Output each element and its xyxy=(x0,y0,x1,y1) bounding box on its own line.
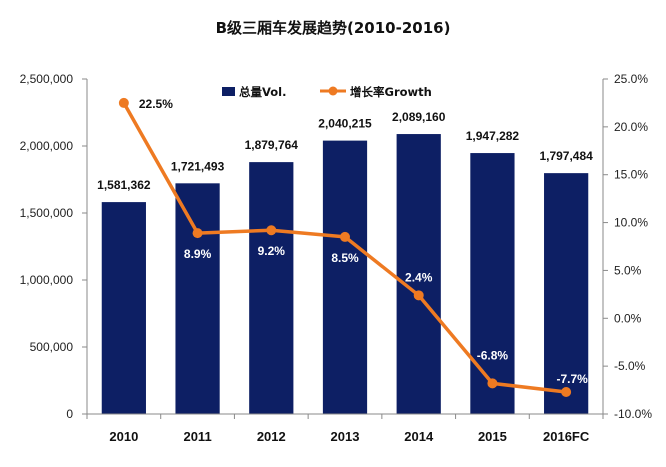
bar-value-label: 2,040,215 xyxy=(318,117,372,131)
growth-value-label: 22.5% xyxy=(139,97,173,111)
labels-layer: 1,581,362 1,721,493 1,879,764 2,040,215 2,08… xyxy=(97,97,593,386)
x-tick-label-2013: 2013 xyxy=(331,429,360,444)
growth-value-label: -7.7% xyxy=(556,372,588,386)
growth-value-label: 9.2% xyxy=(258,244,286,258)
bar-2011 xyxy=(175,183,220,414)
growth-value-label: 2.4% xyxy=(405,270,433,284)
bar-2015 xyxy=(470,153,515,414)
growth-point-2016FC xyxy=(561,386,572,397)
right-tick-label: -5.0% xyxy=(614,359,646,373)
right-tick-label: 20.0% xyxy=(614,120,648,134)
legend-label-growth: 增长率Growth xyxy=(350,85,432,99)
bars-layer xyxy=(101,134,589,415)
bar-2016FC xyxy=(544,173,589,414)
growth-value-label: -6.8% xyxy=(477,348,509,362)
x-tick-label-2015: 2015 xyxy=(478,429,507,444)
x-tick-label-2016FC: 2016FC xyxy=(543,429,590,444)
growth-point-2011 xyxy=(192,228,203,239)
left-tick-label: 2,000,000 xyxy=(20,139,74,153)
bar-2014 xyxy=(396,134,441,415)
growth-value-label: 8.9% xyxy=(184,247,212,261)
left-tick-label: 1,000,000 xyxy=(20,273,74,287)
right-tick-label: 15.0% xyxy=(614,168,648,182)
bar-value-label: 1,721,493 xyxy=(171,159,225,173)
x-tick-label-2010: 2010 xyxy=(109,429,138,444)
bar-2010 xyxy=(101,202,146,414)
growth-point-2012 xyxy=(266,225,277,236)
growth-point-2015 xyxy=(487,378,498,389)
legend-swatch-growth-marker xyxy=(328,86,338,96)
right-tick-label: -10.0% xyxy=(614,407,652,421)
axes-layer: 0 500,000 1,000,000 1,500,000 2,000,000 2,500… xyxy=(20,72,653,444)
bar-2013 xyxy=(322,140,368,414)
right-tick-label: 25.0% xyxy=(614,72,648,86)
bar-value-label: 1,581,362 xyxy=(97,178,151,192)
growth-point-2014 xyxy=(413,290,424,301)
bar-value-label: 1,797,484 xyxy=(539,149,593,163)
legend-label-volume: 总量Vol. xyxy=(239,85,286,99)
bar-value-label: 2,089,160 xyxy=(392,110,446,124)
x-tick-label-2012: 2012 xyxy=(257,429,286,444)
right-tick-label: 10.0% xyxy=(614,216,648,230)
legend: 总量Vol. 增长率Growth xyxy=(222,85,432,99)
legend-swatch-volume xyxy=(222,87,235,96)
right-tick-label: 0.0% xyxy=(614,311,642,325)
left-tick-label: 0 xyxy=(66,407,73,421)
bar-value-label: 1,947,282 xyxy=(466,129,520,143)
right-tick-label: 5.0% xyxy=(614,263,642,277)
x-tick-label-2014: 2014 xyxy=(404,429,434,444)
left-tick-label: 1,500,000 xyxy=(20,206,74,220)
growth-value-label: 8.5% xyxy=(331,251,359,265)
bar-2012 xyxy=(249,162,294,414)
chart-title: B级三厢车发展趋势(2010-2016) xyxy=(216,19,451,37)
growth-line-layer xyxy=(118,97,572,397)
growth-point-2010 xyxy=(118,97,129,108)
growth-point-2013 xyxy=(340,231,350,242)
x-tick-label-2011: 2011 xyxy=(183,429,211,444)
left-tick-label: 2,500,000 xyxy=(20,72,74,86)
left-tick-label: 500,000 xyxy=(30,340,74,354)
bar-value-label: 1,879,764 xyxy=(245,138,299,152)
